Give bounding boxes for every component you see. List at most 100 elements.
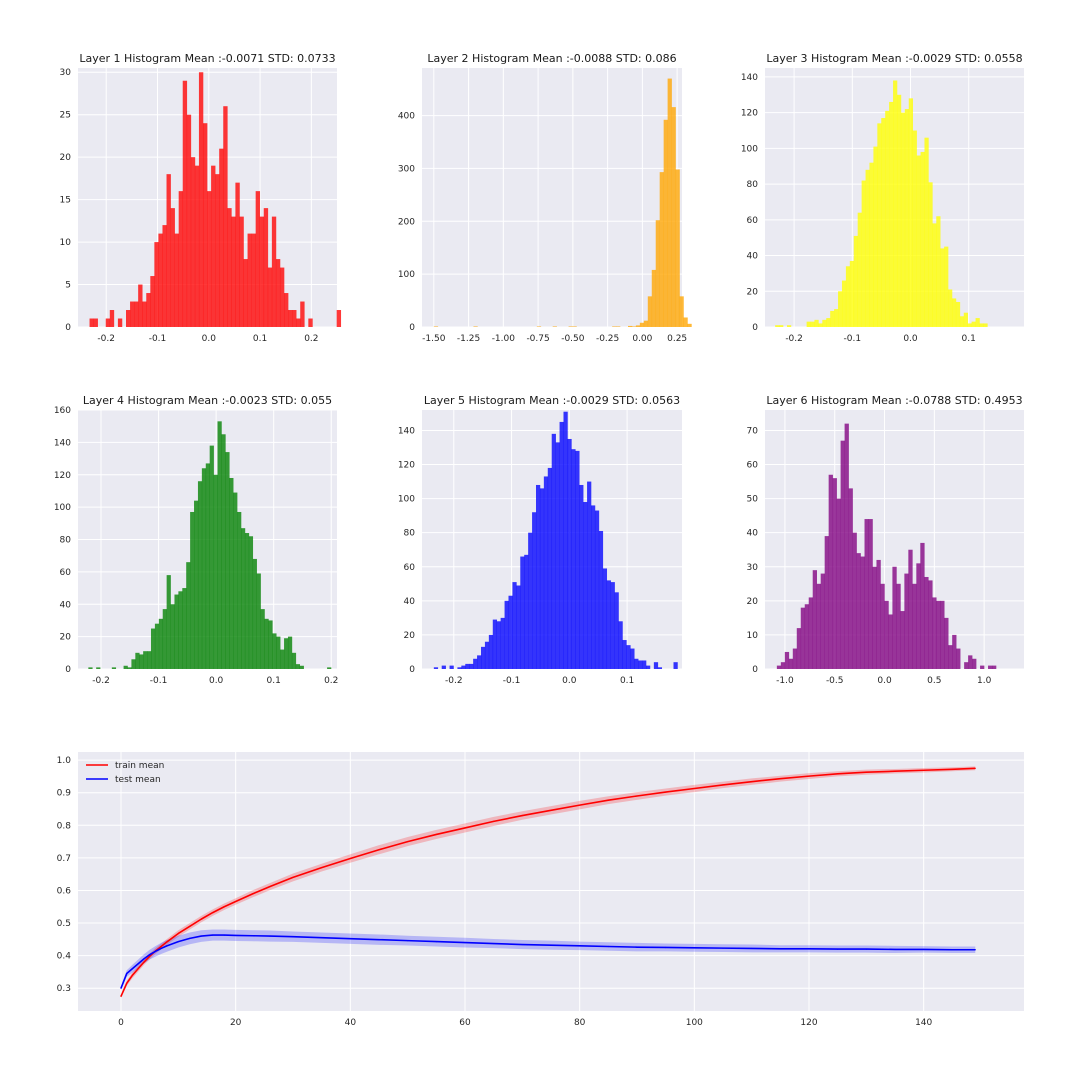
histogram-bar-1-36 <box>235 182 240 327</box>
series-point-2-0 <box>120 987 122 989</box>
histogram-bar-5-32 <box>559 421 564 669</box>
histogram-bar-2-50 <box>631 326 637 327</box>
y-tick-label-4-2: 40 <box>60 600 72 610</box>
series-point-1-20 <box>378 849 380 851</box>
histogram-bar-4-19 <box>162 609 167 669</box>
histogram-bar-4-46 <box>268 620 273 669</box>
histogram-bar-6-3 <box>788 658 794 669</box>
histogram-bar-2-10 <box>473 326 478 327</box>
y-tick-label-7-4: 0.7 <box>57 854 71 864</box>
histogram-bar-1-5 <box>109 310 115 327</box>
histogram-bar-4-53 <box>295 664 301 669</box>
histogram-bar-3-51 <box>975 318 980 327</box>
histogram-bar-5-50 <box>630 648 635 669</box>
histogram-bar-5-44 <box>606 580 611 669</box>
series-point-2-12 <box>212 934 214 936</box>
histogram-bar-5-41 <box>594 510 600 669</box>
histogram-bar-6-47 <box>964 662 969 669</box>
histogram-bar-1-33 <box>223 106 228 328</box>
histogram-bar-3-24 <box>869 162 874 327</box>
histogram-bar-6-30 <box>896 583 901 669</box>
histogram-bar-1-50 <box>292 310 297 327</box>
histogram-bar-4-14 <box>143 651 148 669</box>
histogram-bar-6-7 <box>804 604 810 669</box>
histogram-bar-3-16 <box>838 291 843 327</box>
histogram-bar-6-29 <box>892 566 897 669</box>
histogram-bar-3-19 <box>849 260 855 327</box>
histogram-bar-6-13 <box>828 474 833 669</box>
y-tick-label-1-2: 10 <box>60 238 72 248</box>
y-tick-label-3-2: 40 <box>747 252 759 262</box>
histogram-bar-4-45 <box>264 618 269 669</box>
histogram-bar-2-35 <box>572 326 577 327</box>
y-tick-label-4-4: 80 <box>60 536 72 546</box>
y-tick-label-5-5: 100 <box>398 495 415 505</box>
histogram-bar-1-23 <box>182 80 188 327</box>
y-tick-label-6-3: 30 <box>747 563 759 573</box>
x-tick-label-1-4: 0.2 <box>304 334 318 344</box>
histogram-bar-3-28 <box>885 110 890 328</box>
histogram-bar-6-40 <box>936 600 941 669</box>
histogram-bar-5-24 <box>528 532 533 669</box>
histogram-bar-3-33 <box>904 109 910 327</box>
histogram-bar-3-42 <box>940 248 945 327</box>
series-point-1-33 <box>751 781 753 783</box>
histogram-bar-6-8 <box>808 597 814 669</box>
histogram-bar-1-52 <box>300 301 305 327</box>
histogram-bar-5-25 <box>532 512 537 669</box>
x-tick-label-7-2: 40 <box>345 1018 357 1028</box>
histogram-bar-3-29 <box>889 101 894 327</box>
histogram-bar-1-24 <box>186 114 192 327</box>
y-tick-label-3-7: 140 <box>741 73 758 83</box>
histogram-bar-1-27 <box>198 72 204 327</box>
panel-layer-1-histogram: Layer 1 Histogram Mean :-0.0071 STD: 0.0… <box>60 52 342 344</box>
histogram-bar-5-56 <box>653 662 659 669</box>
histogram-bar-4-43 <box>256 573 261 669</box>
histogram-bar-5-36 <box>575 450 580 669</box>
histogram-bar-5-21 <box>516 585 521 669</box>
histogram-bar-4-34 <box>221 434 226 669</box>
y-tick-label-4-6: 120 <box>54 471 71 481</box>
histogram-bar-2-55 <box>651 269 657 327</box>
histogram-bar-2-34 <box>568 326 573 327</box>
histogram-bar-3-10 <box>814 319 819 327</box>
histogram-bar-1-35 <box>231 216 236 327</box>
histogram-bar-3-37 <box>920 151 925 327</box>
histogram-bar-6-49 <box>972 658 977 669</box>
histogram-bar-3-25 <box>873 146 878 327</box>
series-point-1-22 <box>435 833 437 836</box>
histogram-bar-1-38 <box>243 259 248 327</box>
series-point-1-31 <box>693 787 695 790</box>
series-point-1-29 <box>636 795 638 797</box>
series-point-1-24 <box>493 820 495 822</box>
histogram-bar-4-33 <box>217 421 222 669</box>
y-tick-label-7-7: 1.0 <box>57 756 72 766</box>
histogram-bar-1-39 <box>247 233 252 327</box>
histogram-bar-1-16 <box>154 242 159 327</box>
histogram-bar-5-40 <box>591 505 596 669</box>
series-point-1-11 <box>200 918 202 920</box>
histogram-bar-4-47 <box>272 633 277 669</box>
x-tick-label-5-3: 0.1 <box>620 676 634 686</box>
histogram-bar-2-62 <box>679 296 684 327</box>
histogram-bar-4-30 <box>205 463 210 669</box>
y-tick-label-7-5: 0.8 <box>57 821 72 831</box>
histogram-bar-3-13 <box>826 318 831 327</box>
series-point-1-17 <box>292 876 294 879</box>
series-point-1-10 <box>189 925 191 927</box>
histogram-bar-3-21 <box>857 212 862 327</box>
histogram-bar-6-10 <box>816 583 821 669</box>
histogram-bar-3-22 <box>861 180 866 327</box>
histogram-bar-1-30 <box>211 165 216 327</box>
series-point-2-14 <box>235 934 237 937</box>
panel-2-title: Layer 2 Histogram Mean :-0.0088 STD: 0.0… <box>427 52 676 65</box>
histogram-bar-2-51 <box>635 325 641 327</box>
histogram-bar-6-4 <box>792 648 798 669</box>
series-point-2-27 <box>579 945 581 947</box>
histogram-bar-4-12 <box>135 652 140 669</box>
series-point-1-40 <box>951 768 953 770</box>
x-tick-label-7-7: 140 <box>915 1018 932 1028</box>
series-point-1-35 <box>808 775 810 777</box>
histogram-bar-4-28 <box>197 481 203 669</box>
series-point-1-27 <box>579 804 581 806</box>
